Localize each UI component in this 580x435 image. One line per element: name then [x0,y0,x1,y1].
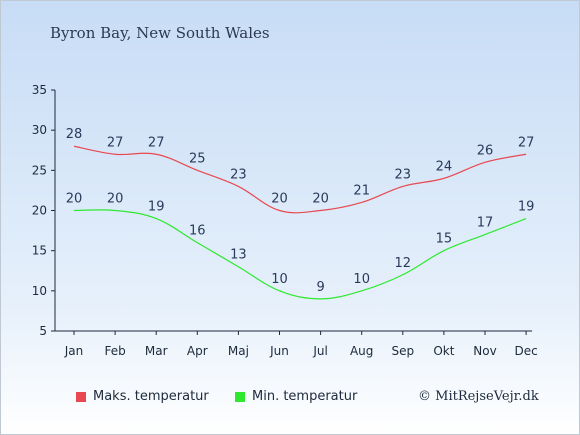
x-tick-label: Feb [104,344,125,358]
data-label: 20 [107,192,124,207]
data-label: 9 [316,280,324,295]
y-tick-label: 15 [32,244,47,258]
x-tick-label: Jun [269,344,289,358]
x-tick-label: Okt [433,344,454,358]
data-label: 16 [189,224,206,239]
legend-min: Min. temperatur [235,389,357,404]
data-label: 19 [148,200,165,215]
data-label: 26 [477,143,494,158]
data-label: 20 [312,192,329,207]
y-tick-label: 25 [32,163,47,177]
data-label: 25 [189,151,206,166]
legend-max: Maks. temperatur [76,389,209,404]
data-label: 15 [436,232,453,247]
x-tick-label: Mar [145,344,168,358]
data-label: 27 [518,135,535,150]
y-tick-label: 30 [32,123,47,137]
data-label: 27 [148,135,165,150]
x-tick-label: Aug [350,344,373,358]
series-max-line [73,145,527,214]
x-tick-label: Dec [514,344,537,358]
series-min-line [73,209,527,300]
data-label: 23 [395,167,412,182]
legend-min-label: Min. temperatur [252,389,358,404]
data-label: 28 [66,127,83,142]
data-label: 21 [353,183,370,198]
x-tick-label: Nov [473,344,496,358]
chart-title: Byron Bay, New South Wales [50,24,270,42]
x-tick-label: Jan [64,344,84,358]
data-label: 10 [271,272,288,287]
legend-min-swatch [235,391,245,402]
y-tick-label: 5 [39,324,47,338]
y-tick-label: 20 [32,204,47,218]
y-tick-label: 10 [32,284,47,298]
data-label: 12 [395,256,412,271]
copyright: © MitRejseVejr.dk [418,389,539,404]
x-tick-label: Sep [391,344,414,358]
x-tick-label: Apr [187,344,208,358]
data-label: 17 [477,216,494,231]
data-label: 24 [436,159,453,174]
data-label: 20 [66,192,83,207]
data-label: 19 [518,200,535,215]
data-label: 23 [230,167,247,182]
data-label: 20 [271,192,288,207]
legend-max-swatch [76,391,86,402]
x-tick-label: Jul [312,344,327,358]
data-label: 27 [107,135,124,150]
legend-max-label: Maks. temperatur [93,389,209,404]
y-tick-label: 35 [32,83,47,97]
data-label: 13 [230,248,247,263]
data-label: 10 [353,272,370,287]
x-tick-label: Maj [228,344,249,358]
